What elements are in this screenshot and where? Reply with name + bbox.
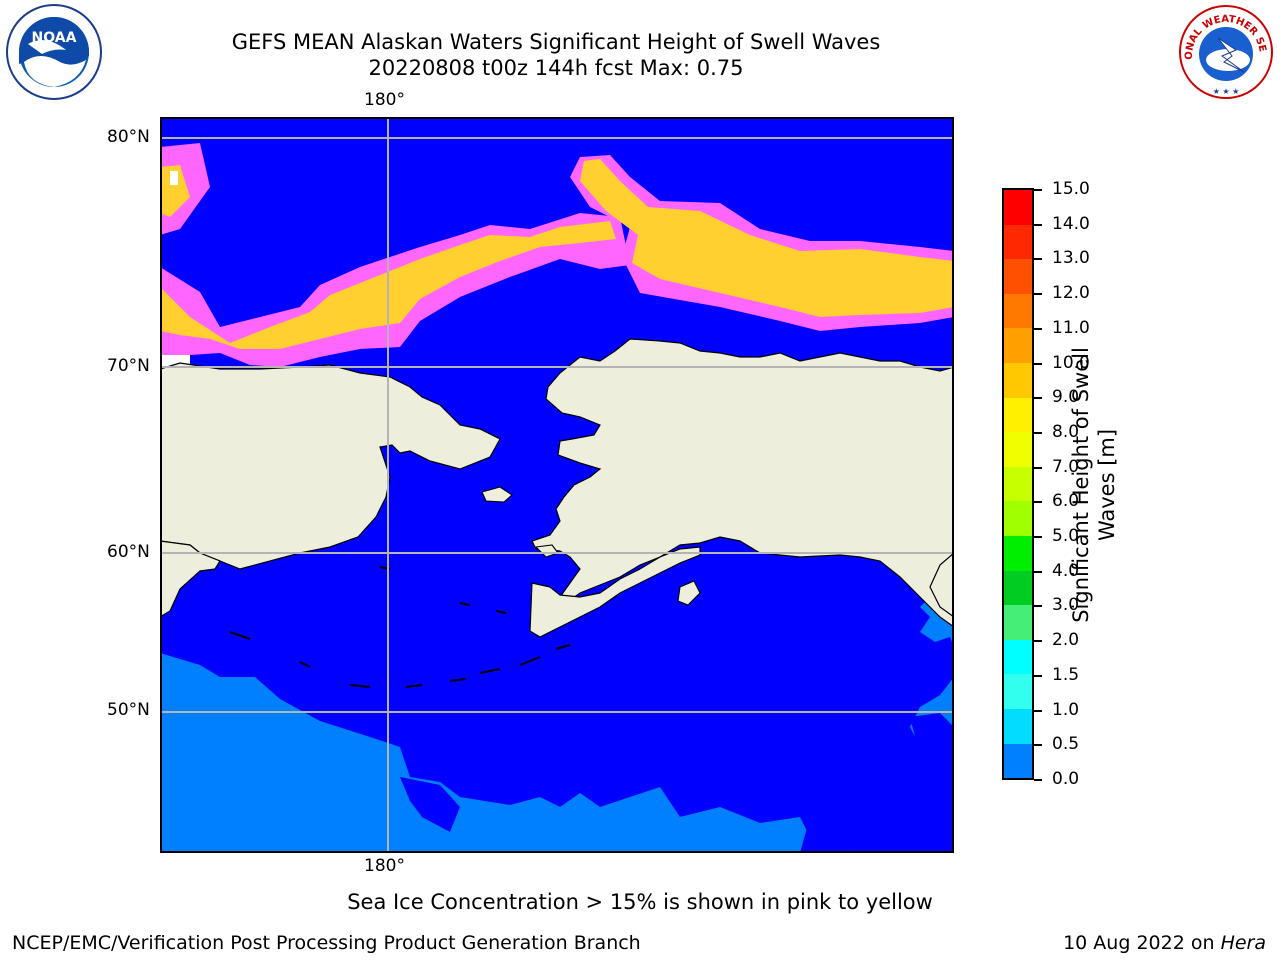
colorbar-tick-mark bbox=[1034, 466, 1042, 469]
colorbar-segment bbox=[1004, 432, 1032, 467]
land-kamchatka bbox=[160, 540, 221, 618]
nws-logo: NATIONAL WEATHER SERVICE ★ ★ ★ bbox=[1174, 0, 1274, 100]
colorbar-tick-label: 10.0 bbox=[1052, 352, 1090, 373]
land-aleutians bbox=[229, 566, 571, 688]
sea-ice-thick bbox=[160, 159, 954, 349]
colorbar-segment bbox=[1004, 501, 1032, 536]
colorbar-tick-label: 13.0 bbox=[1052, 248, 1090, 269]
colorbar-tick-mark bbox=[1034, 431, 1042, 434]
colorbar-tick-label: 0.0 bbox=[1052, 769, 1080, 789]
colorbar-tick-label: 3.0 bbox=[1052, 595, 1080, 616]
colorbar-tick-mark bbox=[1034, 327, 1042, 330]
colorbar-tick-mark bbox=[1034, 605, 1042, 608]
colorbar-label-line1: Significant Height of Swell bbox=[1069, 347, 1093, 623]
graticule bbox=[160, 117, 954, 853]
colorbar-tick-mark bbox=[1034, 536, 1042, 539]
colorbar-tick-mark bbox=[1034, 744, 1042, 747]
colorbar-tick-label: 11.0 bbox=[1052, 317, 1090, 338]
sea-ice-note-text: Sea Ice Concentration > 15% is shown in … bbox=[347, 890, 933, 914]
colorbar-segment bbox=[1004, 224, 1032, 260]
colorbar-segment bbox=[1004, 639, 1032, 675]
colorbar-tick-mark bbox=[1034, 674, 1042, 677]
colorbar-tick-label: 14.0 bbox=[1052, 213, 1090, 234]
noaa-logo-text: NOAA bbox=[32, 30, 77, 46]
colorbar-tick-mark bbox=[1034, 501, 1042, 504]
lon-label-top: 180° bbox=[364, 90, 405, 110]
chart-subtitle: 20220808 t00z 144h fcst Max: 0.75 bbox=[368, 56, 744, 80]
map-panel bbox=[160, 117, 954, 853]
colorbar-segment bbox=[1004, 362, 1032, 398]
lon-label-bottom: 180° bbox=[364, 856, 405, 876]
colorbar-tick-mark bbox=[1034, 362, 1042, 365]
lat-label-60n: 60°N bbox=[107, 542, 150, 562]
colorbar-segment bbox=[1004, 708, 1032, 744]
colorbar-segment bbox=[1004, 259, 1032, 294]
sea-ice-note: Sea Ice Concentration > 15% is shown in … bbox=[0, 890, 1280, 914]
colorbar-tick-label: 7.0 bbox=[1052, 456, 1080, 477]
colorbar-tick-mark bbox=[1034, 293, 1042, 296]
colorbar-tick-label: 2.0 bbox=[1052, 630, 1080, 651]
colorbar-tick-mark bbox=[1034, 570, 1042, 573]
colorbar-tick-mark bbox=[1034, 189, 1042, 191]
colorbar-tick-label: 9.0 bbox=[1052, 387, 1080, 408]
land-alaska-peninsula bbox=[529, 546, 701, 638]
land-st-lawrence bbox=[481, 486, 513, 503]
colorbar-segment bbox=[1004, 190, 1032, 225]
colorbar-segment bbox=[1004, 570, 1032, 606]
colorbar-segment bbox=[1004, 535, 1032, 571]
colorbar-label-line2: Waves [m] bbox=[1095, 428, 1119, 542]
lat-label-70n: 70°N bbox=[107, 356, 150, 376]
sea-patch-1 bbox=[400, 777, 460, 832]
colorbar-tick-mark bbox=[1034, 258, 1042, 261]
footer-date: 10 Aug 2022 on Hera bbox=[1063, 932, 1266, 954]
colorbar-segment bbox=[1004, 674, 1032, 709]
colorbar-tick-label: 1.5 bbox=[1052, 664, 1080, 685]
colorbar-tick-mark bbox=[1034, 709, 1042, 712]
nodata-patch-2 bbox=[170, 171, 178, 185]
noaa-logo: NOAA bbox=[6, 4, 102, 100]
svg-text:★ ★ ★: ★ ★ ★ bbox=[1213, 87, 1240, 96]
colorbar-segment bbox=[1004, 293, 1032, 329]
footer-machine: Hera bbox=[1220, 932, 1266, 954]
colorbar-tick-label: 1.0 bbox=[1052, 699, 1080, 720]
colorbar-segment bbox=[1004, 328, 1032, 363]
footer-branch: NCEP/EMC/Verification Post Processing Pr… bbox=[12, 932, 641, 954]
lat-label-80n: 80°N bbox=[107, 127, 150, 147]
colorbar-tick-label: 5.0 bbox=[1052, 526, 1080, 547]
colorbar bbox=[1002, 188, 1034, 780]
colorbar-tick-mark bbox=[1034, 640, 1042, 643]
colorbar-segment bbox=[1004, 397, 1032, 433]
sea-patch-3 bbox=[910, 713, 954, 767]
lat-label-50n: 50°N bbox=[107, 700, 150, 720]
colorbar-segment bbox=[1004, 605, 1032, 640]
colorbar-tick-label: 12.0 bbox=[1052, 283, 1090, 304]
colorbar-tick-label: 15.0 bbox=[1052, 179, 1090, 199]
colorbar-tick-label: 6.0 bbox=[1052, 491, 1080, 512]
land-siberia bbox=[160, 362, 501, 570]
colorbar-segment bbox=[1004, 466, 1032, 502]
colorbar-tick-mark bbox=[1034, 779, 1042, 781]
chart-title: GEFS MEAN Alaskan Waters Significant Hei… bbox=[231, 30, 881, 54]
colorbar-tick-label: 4.0 bbox=[1052, 560, 1080, 581]
land-kodiak bbox=[677, 580, 701, 606]
sea-patch-2 bbox=[800, 813, 880, 853]
colorbar-tick-mark bbox=[1034, 223, 1042, 226]
colorbar-tick-mark bbox=[1034, 397, 1042, 400]
colorbar-tick-label: 0.5 bbox=[1052, 734, 1080, 755]
colorbar-tick-label: 8.0 bbox=[1052, 421, 1080, 442]
land-alaska bbox=[531, 338, 954, 628]
colorbar-segment bbox=[1004, 743, 1032, 779]
land-coast-ne bbox=[929, 552, 954, 618]
footer-date-text: 10 Aug 2022 on bbox=[1063, 932, 1221, 954]
